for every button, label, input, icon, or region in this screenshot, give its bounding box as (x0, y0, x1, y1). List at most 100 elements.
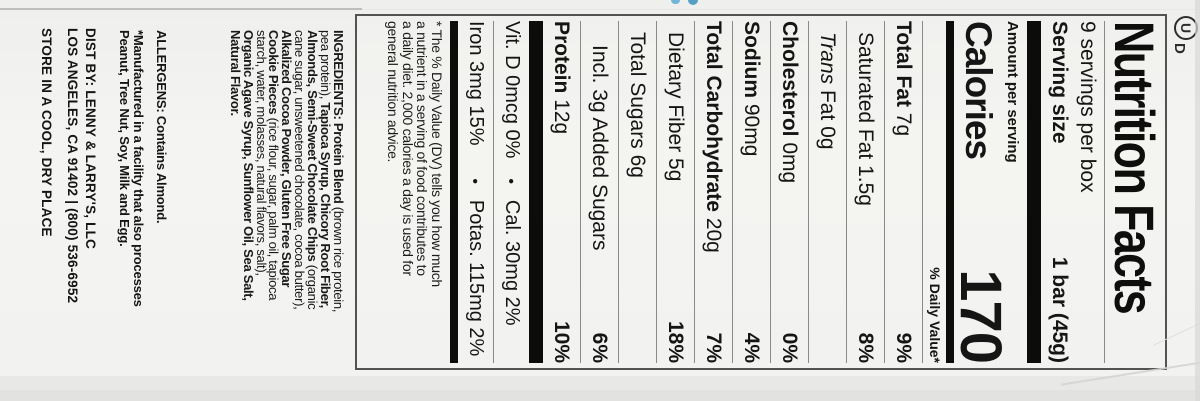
ingredients-paragraph: INGREDIENTS: Protein Blend (brown rice p… (227, 30, 346, 372)
serving-size-row: Serving size 1 bar (45g) (1041, 21, 1074, 363)
nutrition-facts-title-wrap: Nutrition Facts (1103, 21, 1166, 363)
text-segment: 0mg (778, 142, 801, 184)
daily-value-percent: 0% (778, 332, 801, 363)
nutrient-name-and-amount: Total Carbohydrate 20g (701, 21, 725, 253)
facility-line: *Manufactured in a facility that also pr… (131, 30, 146, 307)
nutrient-rows: Total Fat 7g 9% Saturated Fat 1.5g 8% Trans … (543, 21, 923, 363)
nutrient-row-sodium: Sodium 90mg 4% (733, 21, 771, 363)
facility-line: Peanut, Tree Nut, Soy, Milk and Egg. (116, 30, 132, 247)
text-segment: 12g (550, 99, 573, 135)
micronutrient-row: Iron 3mg 15% • Potas. 115mg 2% (458, 21, 494, 363)
facility-statement: *Manufactured in a facility that also pr… (116, 30, 146, 307)
text-segment: Incl. 3g Added Sugars (588, 45, 611, 251)
nutrition-facts-title: Nutrition Facts (1103, 21, 1166, 314)
text-segment: Fat 0g (816, 84, 839, 150)
nutrient-row-total-sugars: Total Sugars 6g (619, 21, 657, 363)
nutrient-row-dietary-fiber: Dietary Fiber 5g 18% (657, 21, 695, 363)
serving-size-value: 1 bar (45g) (1048, 256, 1071, 363)
package-right-edge (1195, 0, 1200, 401)
text-segment: Cholesterol (778, 21, 801, 143)
footnote-line: * The % Daily Value (DV) tells you how m… (429, 21, 445, 287)
nutrient-name-and-amount: Sodium 90mg (739, 21, 763, 156)
nutrient-row-saturated-fat: Saturated Fat 1.5g 8% (847, 21, 885, 363)
ingredients-line: Natural Flavor. (227, 30, 243, 372)
nutrient-row-added-sugars: Incl. 3g Added Sugars 6% (581, 21, 619, 363)
text-segment: pea protein), (318, 30, 334, 103)
footnote-line: a daily diet. 2,000 calories a day is us… (399, 21, 416, 276)
text-segment: Total Carbohydrate (702, 21, 725, 218)
micronutrient-right: Potas. 115mg 2% (465, 199, 487, 357)
daily-value-percent: 8% (854, 332, 877, 363)
kosher-dairy-letter: D (1171, 43, 1188, 54)
nutrient-row-total-fat: Total Fat 7g 9% (885, 21, 923, 363)
daily-value-percent: 7% (702, 332, 725, 363)
nutrient-row-total-carbohydrate: Total Carbohydrate 20g 7% (695, 21, 733, 363)
thick-separator-bar (1027, 21, 1041, 363)
distributor-line: LOS ANGELES, CA 91402 | (800) 536-6952 (65, 28, 81, 304)
daily-value-percent: 4% (740, 332, 763, 363)
text-segment: Dietary Fiber 5g (664, 32, 687, 182)
text-segment: INGREDIENTS: Protein Blend (331, 30, 346, 204)
calories-row: Calories 170 (948, 21, 1013, 363)
label-paper: U D Nutrition Facts 9 servings per box S… (0, 10, 1200, 376)
text-segment: Trans (816, 32, 839, 85)
text-segment: starch, water, molasses, natural flavors… (253, 30, 269, 276)
nutrient-row-cholesterol: Cholesterol 0mg 0% (771, 21, 809, 363)
calories-value: 170 (948, 269, 1013, 363)
thick-separator-bar (529, 21, 543, 363)
nutrient-name-and-amount: Cholesterol 0mg (777, 21, 801, 183)
nutrient-name-and-amount: Saturated Fat 1.5g (853, 21, 877, 206)
text-segment: Tapioca Syrup, Chicory Root Fiber, (318, 102, 334, 308)
micronutrient-rows: Vit. D 0mcg 0% • Cal. 30mg 2% Iron 3mg 15% •… (458, 21, 529, 363)
text-segment: Almonds, Semi-Sweet Chocolate Chips (305, 30, 321, 262)
distributor-line: DIST BY: LENNY & LARRY'S, LLC (83, 28, 98, 250)
kosher-u: U (1178, 22, 1194, 34)
nutrient-name-and-amount: Total Fat 7g (891, 21, 915, 136)
daily-value-header: % Daily Value* (927, 267, 943, 363)
text-segment: 7g (892, 112, 915, 137)
kosher-certification-mark: U D (1171, 16, 1198, 54)
text-segment: Alkalized Cocoa Powder, Gluten Free Suga… (279, 30, 295, 288)
nutrient-row-protein: Protein 12g 10% (543, 21, 581, 363)
nutrient-name-and-amount: Trans Fat 0g (815, 21, 839, 150)
text-segment: Total Sugars 6g (626, 32, 649, 178)
nutrition-facts-box: Nutrition Facts 9 servings per box Servi… (355, 14, 1167, 370)
nutrient-name-and-amount: Protein 12g (549, 21, 573, 134)
servings-per-box: 9 servings per box (1076, 21, 1099, 193)
nutrient-name-and-amount: Total Sugars 6g (625, 21, 649, 178)
daily-value-percent: 6% (588, 332, 611, 363)
bullet-separator: • (466, 178, 483, 184)
bullet-separator: • (502, 178, 519, 184)
text-segment: Sodium (740, 21, 763, 104)
text-segment: Natural Flavor. (227, 30, 243, 116)
text-segment: 20g (702, 217, 725, 253)
medium-separator-bar (450, 21, 458, 363)
daily-value-percent: 10% (550, 320, 573, 363)
text-segment: 90mg (740, 103, 763, 157)
footnote-line: a nutrient in a serving of food contribu… (414, 21, 431, 276)
text-segment: (brown rice protein, (331, 203, 346, 313)
distributor-info: DIST BY: LENNY & LARRY'S, LLC LOS ANGELE… (64, 28, 99, 303)
package-bottom-edge (0, 390, 1200, 401)
footnote-line: general nutrition advice. (385, 21, 402, 163)
text-segment: Total Fat (892, 21, 915, 113)
text-segment: cane sugar, unsweetened chocolate, cocoa… (292, 30, 308, 310)
adjacent-panel-print-fragment (671, 0, 680, 4)
text-segment: (rice flour, sugar, palm oil, tapioca (266, 114, 282, 301)
micronutrient-left: Vit. D 0mcg 0% (501, 21, 523, 159)
daily-value-footnote: * The % Daily Value (DV) tells you how m… (385, 21, 450, 363)
text-segment: Cookie Pieces (266, 30, 282, 115)
allergens-statement: ALLERGENS: Contains Almond. (154, 30, 169, 224)
text-segment: Organic Agave Syrup, Sunflower Oil, Sea … (240, 30, 256, 301)
nutrient-name-and-amount: Incl. 3g Added Sugars (587, 21, 611, 250)
daily-value-percent: 18% (664, 320, 687, 363)
package-fold-line (0, 8, 362, 10)
serving-size-label: Serving size (1048, 21, 1071, 144)
nutrient-row-trans-fat: Trans Fat 0g (809, 21, 847, 363)
package-top-edge (0, 0, 1200, 9)
micronutrient-right: Cal. 30mg 2% (501, 199, 523, 326)
micronutrient-row: Vit. D 0mcg 0% • Cal. 30mg 2% (494, 21, 529, 363)
nutrient-name-and-amount: Dietary Fiber 5g (663, 21, 687, 181)
